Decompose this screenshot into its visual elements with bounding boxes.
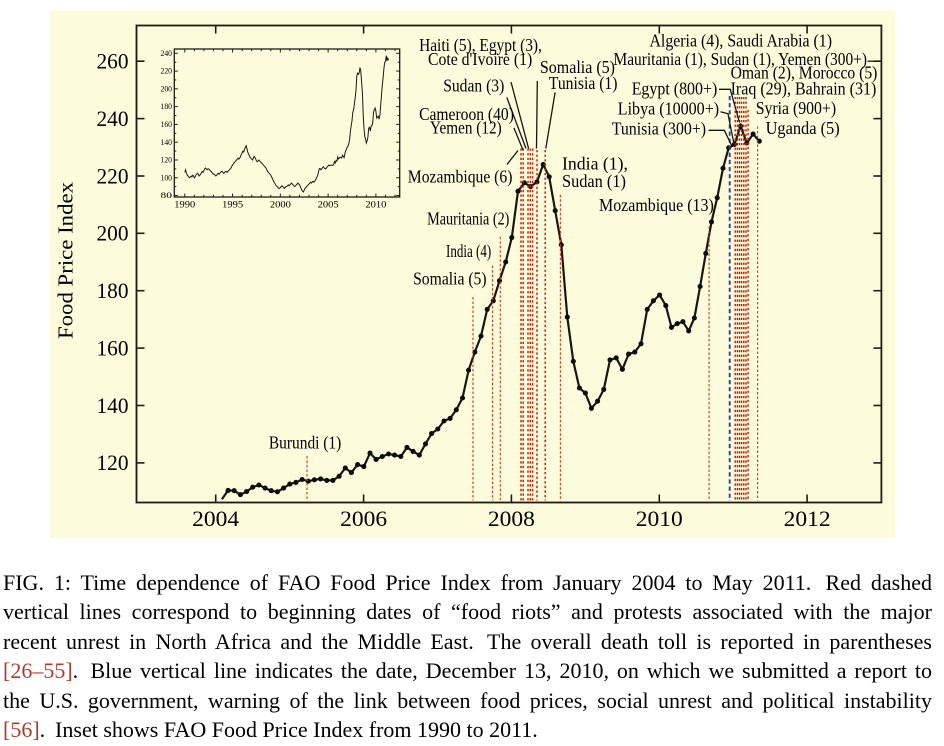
svg-text:Egypt (800+): Egypt (800+) (632, 78, 718, 99)
svg-text:2000: 2000 (270, 201, 291, 211)
svg-text:Mauritania (1), Sudan (1), Yem: Mauritania (1), Sudan (1), Yemen (300+) (614, 49, 868, 70)
svg-text:Cote d'Ivoire (1): Cote d'Ivoire (1) (428, 49, 532, 70)
svg-text:Sudan (3): Sudan (3) (443, 76, 504, 97)
svg-text:220: 220 (161, 67, 173, 76)
svg-text:80: 80 (161, 191, 173, 200)
svg-text:Mauritania (2): Mauritania (2) (427, 208, 509, 229)
svg-text:180: 180 (161, 102, 173, 111)
svg-text:Haiti (5), Egypt (3),: Haiti (5), Egypt (3), (419, 35, 542, 56)
svg-text:2006: 2006 (340, 506, 387, 531)
svg-text:140: 140 (97, 393, 129, 418)
svg-text:2004: 2004 (192, 506, 239, 531)
svg-text:Burundi (1): Burundi (1) (269, 433, 341, 454)
svg-text:240: 240 (97, 106, 129, 131)
svg-text:Iraq (29), Bahrain (31): Iraq (29), Bahrain (31) (731, 78, 877, 99)
svg-text:2005: 2005 (318, 201, 339, 211)
svg-text:200: 200 (97, 221, 129, 246)
svg-text:140: 140 (161, 138, 173, 147)
svg-text:Somalia (5): Somalia (5) (413, 269, 487, 290)
svg-text:Mozambique (13): Mozambique (13) (599, 195, 714, 216)
svg-text:1995: 1995 (222, 201, 243, 211)
svg-text:Somalia (5): Somalia (5) (540, 57, 615, 78)
svg-text:Yemen (12): Yemen (12) (430, 118, 502, 139)
svg-text:Libya (10000+): Libya (10000+) (618, 99, 719, 120)
svg-text:Algeria (4), Saudi Arabia (1): Algeria (4), Saudi Arabia (1) (650, 31, 833, 52)
svg-text:Tunisia (300+): Tunisia (300+) (612, 118, 706, 139)
svg-text:180: 180 (97, 278, 129, 303)
svg-text:Sudan (1): Sudan (1) (562, 171, 626, 192)
svg-text:160: 160 (161, 120, 173, 129)
svg-text:2010: 2010 (365, 201, 386, 211)
svg-text:Uganda (5): Uganda (5) (766, 118, 840, 139)
svg-text:2012: 2012 (784, 506, 831, 531)
svg-text:200: 200 (161, 85, 173, 94)
svg-text:120: 120 (97, 450, 129, 475)
svg-text:220: 220 (97, 163, 129, 188)
svg-text:Syria (900+): Syria (900+) (756, 98, 836, 119)
svg-text:2008: 2008 (488, 506, 535, 531)
svg-text:240: 240 (161, 49, 173, 58)
svg-text:Oman (2), Morocco (5): Oman (2), Morocco (5) (731, 63, 878, 84)
svg-text:India (1),: India (1), (562, 153, 628, 174)
svg-text:Cameroon (40): Cameroon (40) (419, 104, 514, 125)
svg-text:120: 120 (161, 156, 173, 165)
svg-text:Tunisia (1): Tunisia (1) (549, 73, 618, 94)
svg-text:260: 260 (97, 49, 129, 74)
svg-text:India (4): India (4) (446, 241, 491, 262)
svg-text:Mozambique (6): Mozambique (6) (408, 166, 513, 187)
svg-text:100: 100 (161, 173, 173, 182)
svg-text:Food Price Index: Food Price Index (54, 182, 78, 339)
svg-text:1990: 1990 (174, 201, 195, 211)
svg-text:160: 160 (97, 335, 129, 360)
svg-text:2010: 2010 (636, 506, 683, 531)
